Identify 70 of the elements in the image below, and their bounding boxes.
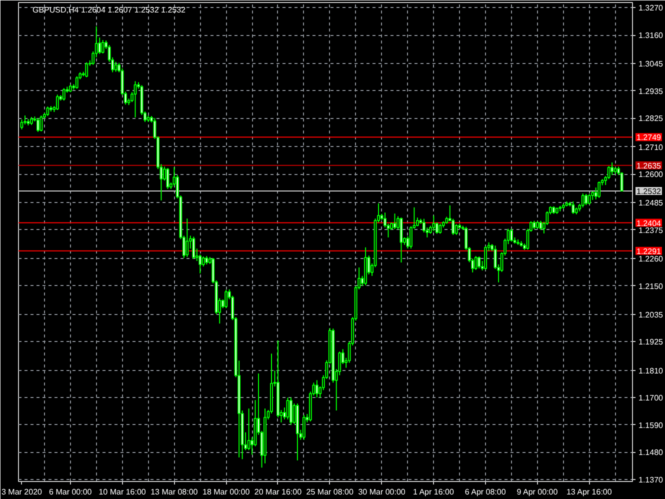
candlestick [598,181,601,198]
candlestick [289,397,292,426]
candlestick [510,228,513,242]
y-tick-label: 1.2485 [638,198,664,208]
candlestick [286,397,290,420]
candlestick [584,193,588,206]
candlestick [202,256,205,267]
y-tick-label: 1.1810 [638,366,664,376]
candlestick [454,224,458,236]
y-tick-label: 1.3270 [638,4,664,13]
ref-line-label: 1.2532 [636,186,662,196]
candlestick [478,256,481,269]
x-tick-label: 13 Mar 08:00 [150,488,198,496]
ref-line-label: 1.2749 [636,133,662,142]
x-tick-label: 30 Mar 00:00 [358,488,406,496]
y-tick-label: 1.2825 [638,114,664,124]
candlestick [474,256,478,270]
x-tick-label: 10 Mar 16:00 [98,488,146,496]
y-tick-label: 1.3045 [638,60,664,69]
candlestick [166,168,170,190]
x-tick-label: 9 Apr 00:00 [516,488,558,496]
y-tick-label: 1.2935 [638,86,664,96]
candlestick [85,62,88,78]
candlestick [101,39,104,54]
x-tick-label: 20 Mar 16:00 [254,488,302,496]
y-tick-label: 1.2600 [638,170,664,180]
x-tick-label: 1 Apr 16:00 [412,488,454,496]
candlestick [432,215,436,232]
x-tick-label: 3 Mar 2020 [2,488,43,496]
candlestick [581,192,584,208]
y-tick-label: 1.2710 [638,142,664,152]
y-tick-label: 1.1925 [638,338,664,347]
ref-line-label: 1.2404 [636,218,662,228]
x-tick-label: 18 Mar 00:00 [202,488,250,496]
candlestick [56,94,59,111]
candlestick [114,61,118,72]
ref-line-label: 1.2635 [636,161,662,170]
y-tick-label: 1.2375 [638,226,664,235]
candlestick [192,236,196,260]
candlestick [46,106,50,116]
candlestick [247,408,250,451]
candlestick [224,289,228,309]
x-tick-label: 6 Mar 00:00 [49,488,92,496]
y-tick-label: 1.3160 [638,31,664,40]
candlestick [75,76,78,90]
y-tick-label: 1.2260 [638,254,664,264]
y-tick-label: 1.2150 [638,282,664,291]
candlestick [186,218,189,258]
y-tick-label: 1.1700 [638,394,664,403]
y-tick-label: 1.2035 [638,310,664,320]
candlestick [62,88,66,102]
candlestick [438,223,442,234]
candlestick [539,220,542,230]
candlestick [393,213,396,230]
y-tick-label: 1.1480 [638,448,664,458]
candlestick [572,200,575,214]
candlestick [302,414,306,440]
chart-title: GBPUSD,H4 1.2604 1.2607 1.2532 1.2532 [32,6,186,14]
x-tick-label: 13 Apr 16:00 [566,488,612,496]
x-tick-label: 6 Apr 08:00 [464,488,506,496]
y-tick-label: 1.1370 [638,476,664,485]
candlestick [610,162,614,176]
x-tick-label: 25 Mar 08:00 [306,488,354,496]
candlestick [484,246,488,270]
candlestick [40,114,43,132]
y-tick-label: 1.1590 [638,420,664,430]
candlestick [588,193,591,205]
candlestick [36,117,40,132]
candlestick [315,380,318,398]
ref-line-label: 1.2291 [636,246,662,256]
